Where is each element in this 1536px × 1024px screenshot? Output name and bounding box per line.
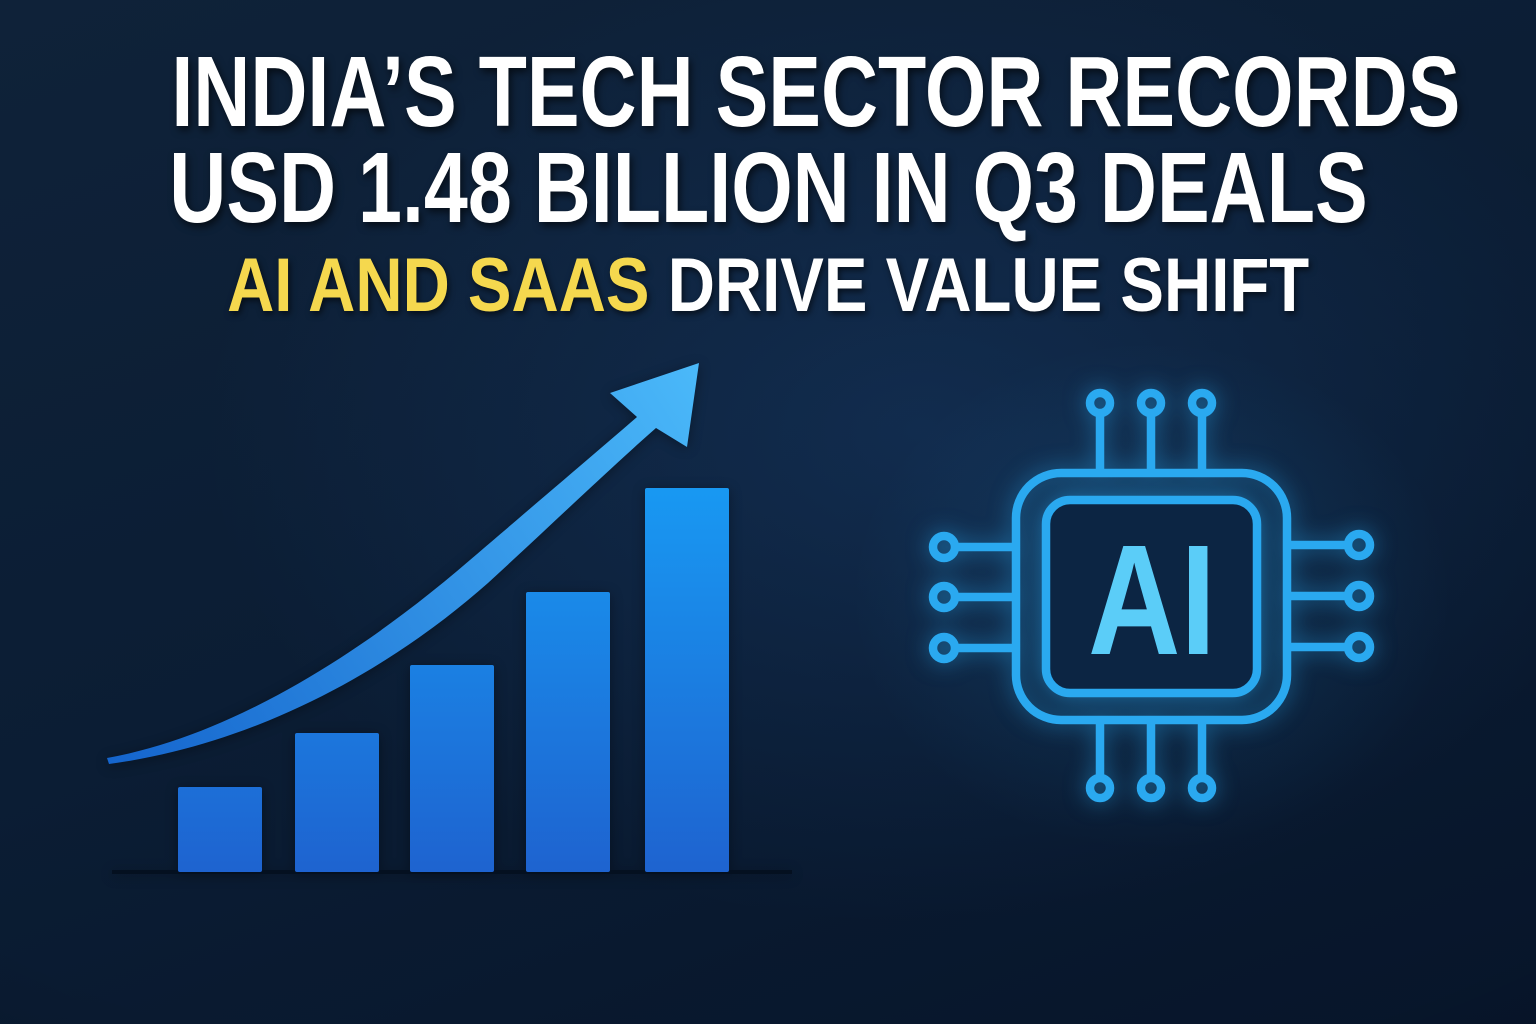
bars-group xyxy=(178,488,729,872)
bar-1 xyxy=(178,787,262,872)
growth-arrow-icon xyxy=(107,363,699,764)
bar-2 xyxy=(295,733,379,872)
bar-4 xyxy=(526,592,610,872)
bar-5 xyxy=(645,488,729,872)
growth-bar-chart xyxy=(107,363,792,874)
bar-3 xyxy=(410,665,494,872)
ai-chip-label: AI xyxy=(1088,513,1216,688)
